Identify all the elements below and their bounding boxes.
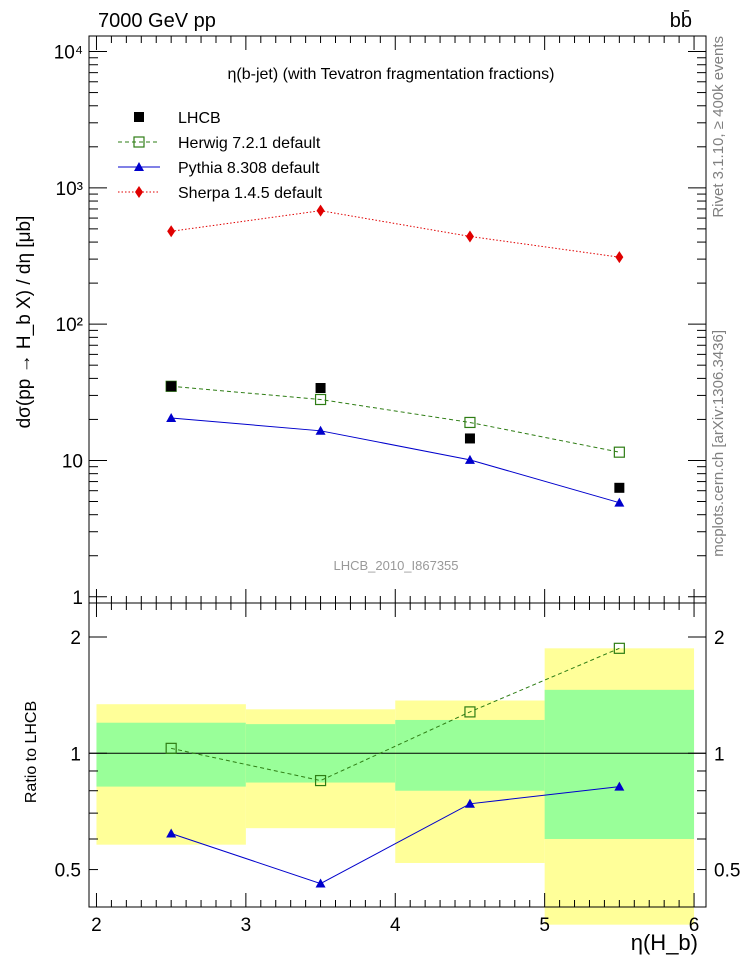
- x-tick-label: 6: [689, 915, 700, 936]
- band-inner: [96, 722, 246, 787]
- pythia-ratio-point: [315, 878, 326, 888]
- herwig-point: [613, 446, 625, 458]
- herwig-point: [314, 393, 327, 406]
- legend-label-herwig: Herwig 7.2.1 default: [178, 135, 321, 152]
- pythia-point: [614, 497, 625, 507]
- herwig-ratio-point: [464, 706, 476, 718]
- main-y-axis-label: dσ(pp → H_b X) / dη [μb]: [14, 216, 35, 429]
- lhcb-point: [166, 381, 177, 392]
- legend-label-lhcb: LHCB: [178, 110, 221, 127]
- ratio-y-tick-label-right: 0.5: [714, 861, 740, 882]
- herwig-point: [464, 416, 476, 429]
- rivet-version-text: Rivet 3.1.10, ≥ 400k events: [710, 36, 727, 218]
- pythia-line: [171, 417, 620, 504]
- pythia-ratio-line: [171, 786, 620, 885]
- band-inner: [395, 719, 545, 791]
- pythia-point: [315, 425, 326, 435]
- legend-marker-sherpa: [135, 186, 143, 198]
- main-plot: 1 10 10² 10³ 10⁴: [54, 35, 707, 609]
- herwig-ratio-point: [314, 774, 327, 787]
- pythia-ratio-point: [614, 781, 625, 791]
- sherpa-point: [167, 225, 176, 238]
- ratio-y-tick-label: 1: [70, 744, 81, 765]
- x-tick-label: 2: [91, 915, 102, 936]
- ratio-uncertainty-bands: [96, 648, 695, 925]
- herwig-line: [171, 385, 620, 453]
- band-inner: [544, 689, 695, 839]
- ratio-y-tick-label: 2: [70, 628, 81, 649]
- pythia-point: [166, 412, 177, 422]
- lhcb-point: [464, 433, 475, 444]
- y-tick-label: 10: [62, 451, 83, 472]
- sherpa-line: [171, 210, 620, 258]
- pythia-ratio-point: [166, 828, 177, 838]
- x-tick-label: 4: [390, 915, 401, 936]
- ratio-y-tick-label-right: 2: [714, 628, 725, 649]
- legend-label-pythia: Pythia 8.308 default: [178, 160, 320, 177]
- legend-marker-herwig: [133, 136, 145, 148]
- ratio-y-tick-label-right: 1: [714, 744, 725, 765]
- sherpa-point: [465, 230, 474, 243]
- legend-label-sherpa: Sherpa 1.4.5 default: [178, 185, 323, 202]
- y-tick-label: 1: [72, 588, 83, 609]
- y-tick-label: 10⁴: [54, 43, 83, 64]
- legend: LHCB Herwig 7.2.1 default Pythia 8.308 def…: [118, 110, 323, 202]
- y-tick-label: 10²: [56, 315, 83, 336]
- herwig-ratio-point: [165, 742, 177, 754]
- x-tick-label: 5: [539, 915, 550, 936]
- sherpa-point: [615, 251, 624, 264]
- process-label: bb̄: [670, 9, 692, 32]
- energy-label: 7000 GeV pp: [98, 10, 216, 32]
- analysis-watermark: LHCB_2010_I867355: [333, 558, 458, 573]
- lhcb-point: [614, 482, 625, 493]
- legend-marker-lhcb: [134, 112, 144, 122]
- legend-marker-pythia: [134, 162, 144, 171]
- x-tick-label: 3: [241, 915, 252, 936]
- lhcb-point: [315, 383, 326, 394]
- pythia-ratio-point: [464, 798, 475, 808]
- main-title: η(b-jet) (with Tevatron fragmentation fr…: [228, 66, 555, 83]
- herwig-ratio-point: [613, 642, 625, 654]
- y-tick-label: 10³: [56, 179, 83, 200]
- mcplots-source-text: mcplots.cern.ch [arXiv:1306.3436]: [710, 330, 727, 557]
- x-axis-label: η(H_b): [631, 930, 698, 955]
- ratio-y-axis-label: Ratio to LHCB: [23, 701, 40, 803]
- ratio-plot: 2 3 4 5 6 0.5 0.5 1 1 2 2: [55, 602, 740, 936]
- ratio-y-tick-label: 0.5: [55, 861, 81, 882]
- sherpa-point: [316, 204, 325, 217]
- ratio-frame: [88, 602, 707, 908]
- pythia-point: [464, 454, 475, 464]
